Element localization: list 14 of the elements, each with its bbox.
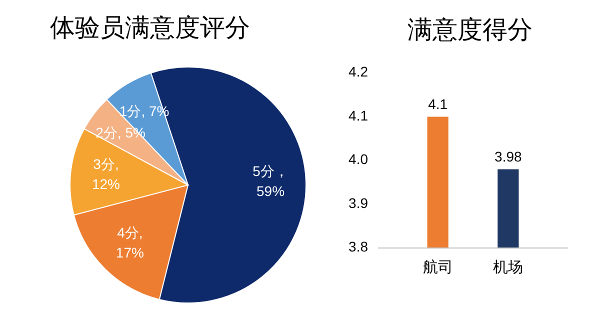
y-tick-label: 4.0 — [348, 151, 368, 168]
x-tick-label: 机场 — [493, 259, 524, 276]
slice-label: 4分, 17% — [116, 224, 144, 260]
y-tick-label: 4.1 — [348, 107, 368, 124]
chart-title: 体验员满意度评分 — [50, 14, 250, 42]
data-label: 4.1 — [428, 96, 448, 112]
y-tick-label: 4.2 — [348, 64, 368, 80]
chart-title: 满意度得分 — [408, 16, 532, 44]
data-label: 3.98 — [494, 148, 522, 164]
slice-label: 5分， 59% — [252, 162, 288, 199]
y-tick-label: 3.8 — [348, 238, 368, 255]
slice-label: 3分, 12% — [92, 156, 120, 192]
x-tick-label: 航司 — [422, 259, 453, 276]
y-tick-label: 3.9 — [348, 194, 368, 211]
